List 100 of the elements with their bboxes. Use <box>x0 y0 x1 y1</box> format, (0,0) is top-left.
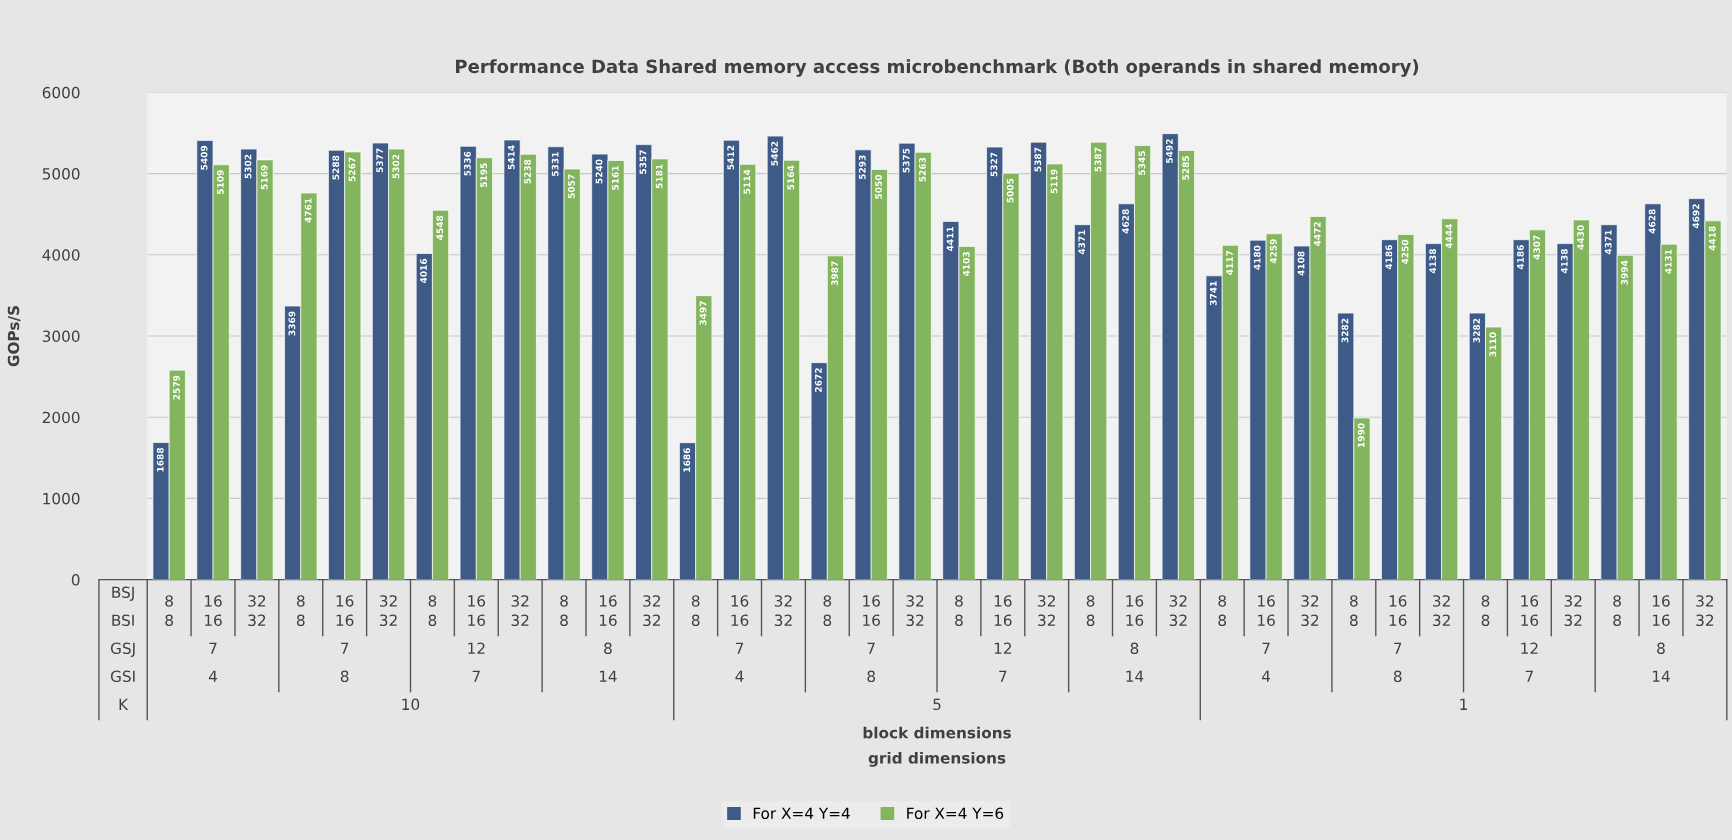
data-label: 1688 <box>156 447 164 472</box>
x-tick-label: 8 <box>1350 595 1358 607</box>
data-label: 3369 <box>288 311 296 336</box>
data-label: 3110 <box>1489 332 1497 357</box>
text: 32 <box>1564 614 1582 627</box>
data-label: 4371 <box>1604 230 1612 255</box>
data-label: 5050 <box>875 174 882 199</box>
text: 12 <box>468 642 485 654</box>
x-tick-label: 32 <box>643 595 660 607</box>
text: 10 <box>402 698 420 711</box>
y-tick-label: 5000 <box>42 168 80 180</box>
x-tick-label: 32 <box>1169 595 1187 607</box>
text: 16 <box>863 614 880 627</box>
data-label: 5409 <box>200 145 208 170</box>
x-tick-label: 32 <box>379 595 397 607</box>
text: 8 <box>165 614 173 627</box>
text: 16 <box>1521 614 1539 627</box>
data-label: 3994 <box>1621 260 1628 285</box>
text: 8 <box>1613 614 1621 627</box>
data-label: 5345 <box>1138 151 1146 175</box>
text: 8 <box>1393 670 1402 683</box>
data-label: 4411 <box>946 226 954 252</box>
text: 32 <box>511 614 529 627</box>
text: 32 <box>1696 614 1714 627</box>
data-label: 4430 <box>1577 225 1584 250</box>
text: GSI <box>110 670 135 683</box>
data-label: 5109 <box>216 170 224 195</box>
data-label: 5462 <box>771 141 778 166</box>
x-tick-label: 32 <box>774 595 792 607</box>
x-tick-label: 16 <box>1126 595 1144 607</box>
text: 1 <box>1460 698 1467 710</box>
data-label: 3282 <box>1473 318 1480 343</box>
text: 8 <box>340 670 349 683</box>
data-label: 5057 <box>567 174 575 199</box>
x-tick-label: 16 <box>204 595 222 607</box>
data-label: 2579 <box>173 375 180 400</box>
text: 32 <box>774 614 792 627</box>
x-tick-label: 16 <box>336 595 354 607</box>
text: 8 <box>296 614 305 627</box>
data-label: 4180 <box>1253 245 1261 270</box>
text: 16 <box>336 614 354 627</box>
data-label: 4371 <box>1078 230 1086 255</box>
x-tick-label: 8 <box>1086 595 1095 607</box>
data-label: 5181 <box>655 164 663 189</box>
data-label: 5412 <box>727 145 735 170</box>
x-tick-label: 8 <box>296 595 305 607</box>
text: 8 <box>428 614 437 627</box>
text: 8 <box>1657 642 1665 655</box>
x-tick-label: 8 <box>560 595 568 607</box>
text: 8 <box>955 614 963 627</box>
y-axis-title: GOPs/S <box>7 306 21 367</box>
x-tick-label: 8 <box>165 595 173 607</box>
x-tick-label: 8 <box>691 595 700 607</box>
text: grid dimensions <box>868 751 1006 767</box>
data-label: 4692 <box>1692 204 1700 229</box>
y-tick-label: 4000 <box>42 249 80 261</box>
data-label: 5302 <box>392 154 400 179</box>
data-label: 5302 <box>244 154 252 179</box>
x-tick-label: 16 <box>1389 595 1407 607</box>
x-tick-label: 8 <box>1218 595 1227 607</box>
text: 32 <box>1038 614 1055 627</box>
text: BSJ <box>112 586 134 601</box>
data-label: 4444 <box>1445 224 1453 249</box>
data-label: 5331 <box>551 152 559 177</box>
x-tick-label: 8 <box>823 595 832 607</box>
text: 7 <box>472 670 480 682</box>
data-label: 5169 <box>260 165 268 190</box>
data-label: 4418 <box>1708 226 1716 251</box>
x-tick-label: 16 <box>1652 595 1670 607</box>
data-label: 5114 <box>743 169 751 194</box>
data-label: 5267 <box>348 157 356 182</box>
data-label: 5164 <box>787 165 795 190</box>
data-label: 5327 <box>990 152 998 177</box>
text: 4 <box>1261 670 1271 682</box>
x-tick-label: 16 <box>863 595 880 607</box>
x-tick-label: 32 <box>1564 595 1582 607</box>
text: 8 <box>604 642 612 655</box>
x-tick-label: 16 <box>468 595 486 607</box>
data-label: 5293 <box>858 155 866 180</box>
data-label: 5119 <box>1050 169 1058 194</box>
x-tick-label: 16 <box>599 595 617 607</box>
data-label: 3497 <box>699 301 707 326</box>
text: 7 <box>341 642 349 654</box>
data-label: 3987 <box>831 261 839 286</box>
data-label: 5263 <box>918 157 926 182</box>
text: 8 <box>1481 614 1490 627</box>
text: 16 <box>731 614 749 627</box>
data-label: 3741 <box>1209 281 1217 306</box>
data-label: 4138 <box>1560 249 1568 274</box>
x-tick-label: 32 <box>1038 595 1055 607</box>
data-label: 5336 <box>463 151 471 176</box>
data-label: 2672 <box>814 368 822 392</box>
y-tick-label: 1000 <box>43 492 80 505</box>
data-label: 4016 <box>420 258 427 284</box>
data-label: 5492 <box>1166 139 1173 163</box>
data-label: 4628 <box>1648 209 1656 234</box>
y-tick-label: 3000 <box>42 330 80 343</box>
data-label: 4548 <box>436 215 444 240</box>
data-label: 5240 <box>595 159 603 184</box>
text: 16 <box>1389 614 1407 627</box>
